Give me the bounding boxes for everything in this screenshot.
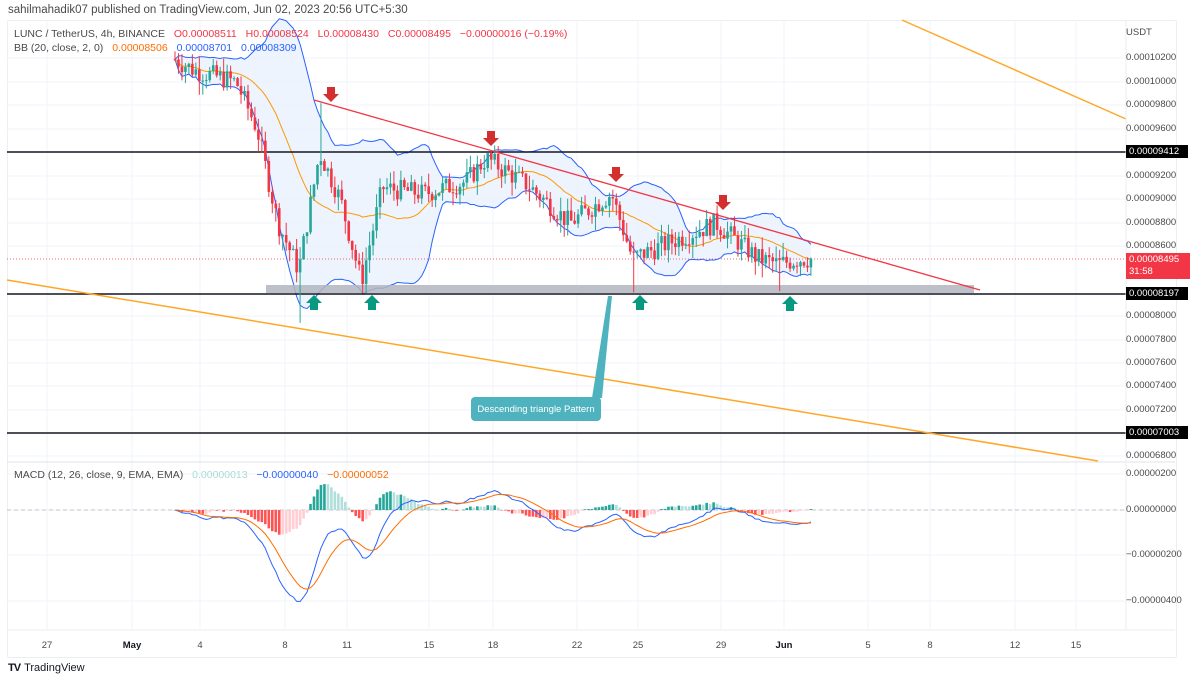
time-tick: 15 <box>1070 640 1082 651</box>
time-tick: 4 <box>197 640 203 651</box>
time-tick: May <box>122 640 142 651</box>
price-tick: 0.00009000 <box>1126 193 1177 204</box>
chart-frame[interactable] <box>7 20 1177 658</box>
bar-countdown: 31:58 <box>1129 266 1153 277</box>
ohlc-open: O0.00008511 <box>173 28 237 40</box>
time-tick: 5 <box>865 640 871 651</box>
macd-line <box>174 489 812 603</box>
bb-basis-value: 0.00008506 <box>112 42 168 54</box>
price-tick: 0.00007400 <box>1126 380 1177 391</box>
channel-line-upper[interactable] <box>901 19 1127 120</box>
price-tick: 0.00007800 <box>1126 334 1177 345</box>
signal-arrows <box>306 87 798 311</box>
ohlc-change: −0.00000016 (−0.19%) <box>459 28 568 40</box>
bb-upper-value: 0.00008701 <box>176 42 233 54</box>
time-tick: 29 <box>715 640 727 651</box>
level-price-tag: 0.00009412 <box>1126 145 1188 158</box>
descending-trendline[interactable] <box>313 99 981 291</box>
bollinger-basis <box>174 59 812 260</box>
bb-label: BB (20, close, 2, 0) <box>14 42 104 54</box>
macd-signal-value: −0.00000052 <box>327 469 389 481</box>
grid-lines <box>7 20 1126 630</box>
callout-pointer <box>592 296 612 398</box>
macd-tick: −0.00000200 <box>1126 549 1182 560</box>
price-tick: 0.00006800 <box>1126 450 1177 461</box>
channel-line-lower[interactable] <box>6 279 1099 462</box>
ohlc-low: L0.00008430 <box>317 28 379 40</box>
tradingview-logo-icon: TV <box>8 662 21 674</box>
time-tick: 8 <box>282 640 288 651</box>
macd-histogram <box>173 484 813 535</box>
macd-hist-value: 0.00000013 <box>192 469 248 481</box>
macd-tick: 0.00000200 <box>1126 468 1177 479</box>
bollinger-fill <box>175 18 811 309</box>
time-tick: 8 <box>927 640 933 651</box>
level-price-tag: 0.00008197 <box>1126 287 1188 300</box>
time-tick: 22 <box>571 640 583 651</box>
macd-legend[interactable]: MACD (12, 26, close, 9, EMA, EMA) 0.0000… <box>14 469 395 481</box>
price-tick: 0.00009200 <box>1126 170 1177 181</box>
ohlc-close: C0.00008495 <box>387 28 451 40</box>
price-tick: 0.00008600 <box>1126 240 1177 251</box>
tradingview-brand[interactable]: TV TradingView <box>8 662 85 674</box>
symbol-legend[interactable]: LUNC / TetherUS, 4h, BINANCE O0.00008511… <box>14 28 573 40</box>
price-tick: 0.00010000 <box>1126 76 1177 87</box>
price-tick: 0.00009600 <box>1126 123 1177 134</box>
time-tick: 27 <box>41 640 53 651</box>
macd-line-value: −0.00000040 <box>256 469 319 481</box>
last-price-value: 0.00008495 <box>1129 254 1180 265</box>
bollinger-lower-band <box>174 59 812 310</box>
price-tick: 0.00007200 <box>1126 404 1177 415</box>
time-tick: Jun <box>775 640 793 651</box>
macd-tick: −0.00000400 <box>1126 595 1182 606</box>
price-tick: 0.00007600 <box>1126 357 1177 368</box>
level-price-tag: 0.00007003 <box>1126 426 1188 439</box>
bb-legend[interactable]: BB (20, close, 2, 0) 0.00008506 0.000087… <box>14 42 303 54</box>
time-tick: 18 <box>487 640 499 651</box>
time-tick: 15 <box>423 640 435 651</box>
price-tick: 0.00009800 <box>1126 99 1177 110</box>
time-tick: 25 <box>632 640 644 651</box>
candlesticks <box>173 51 813 323</box>
currency-label: USDT <box>1126 27 1152 38</box>
time-tick: 11 <box>342 640 352 651</box>
macd-tick: 0.00000000 <box>1126 504 1177 515</box>
ohlc-high: H0.00008524 <box>245 28 309 40</box>
macd-signal-line <box>174 494 811 590</box>
last-price-tag: 0.00008495 31:58 <box>1126 253 1190 279</box>
price-tick: 0.00008800 <box>1126 217 1177 228</box>
publisher-line: sahilmahadik07 published on TradingView.… <box>8 4 408 16</box>
time-tick: 12 <box>1009 640 1021 651</box>
price-tick: 0.00010200 <box>1126 52 1177 63</box>
support-zone[interactable] <box>266 285 974 293</box>
brand-name: TradingView <box>24 662 85 674</box>
symbol-name: LUNC / TetherUS, 4h, BINANCE <box>14 28 165 40</box>
pattern-callout[interactable]: Descending triangle Pattern <box>471 397 601 421</box>
price-tick: 0.00008000 <box>1126 310 1177 321</box>
bb-lower-value: 0.00008309 <box>241 42 297 54</box>
macd-label: MACD (12, 26, close, 9, EMA, EMA) <box>14 469 184 481</box>
